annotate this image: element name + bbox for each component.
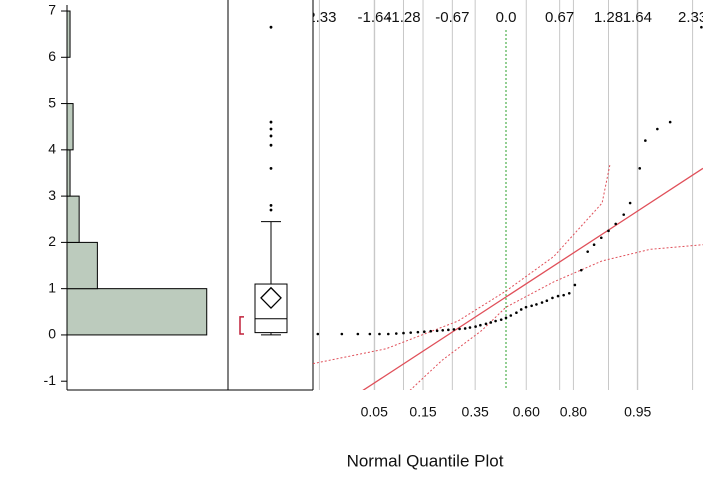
point <box>504 316 508 320</box>
point <box>656 127 659 131</box>
outlier <box>269 127 273 131</box>
point <box>540 301 544 304</box>
y-tick-label: 2 <box>48 233 56 249</box>
outlier <box>269 208 273 212</box>
chart-title: Normal Quantile Plot <box>347 451 504 470</box>
x-tick-label: 0.35 <box>462 404 489 420</box>
top-tick-label: 0.67 <box>545 9 574 26</box>
histogram-bar <box>66 103 74 151</box>
point <box>535 303 538 306</box>
mean-diamond <box>260 286 282 310</box>
point <box>509 314 513 317</box>
confidence-band <box>409 244 703 390</box>
y-tick-label: 3 <box>48 187 56 203</box>
point <box>567 291 571 295</box>
point <box>447 328 450 332</box>
point <box>429 329 433 333</box>
point <box>579 268 583 272</box>
outlier <box>269 166 273 170</box>
point <box>441 329 445 332</box>
histogram-bar <box>66 288 208 336</box>
outlier <box>269 25 273 29</box>
point <box>586 250 589 253</box>
point <box>524 305 528 309</box>
y-tick-label: 5 <box>48 94 56 110</box>
x-tick-label: 0.95 <box>624 404 651 420</box>
point <box>614 222 618 226</box>
top-tick-label: -1.28 <box>386 9 420 26</box>
point <box>468 326 472 329</box>
point <box>452 328 456 331</box>
point <box>530 304 533 308</box>
histogram-bar <box>66 195 80 243</box>
point <box>519 308 523 311</box>
point <box>340 332 344 336</box>
point <box>378 332 381 336</box>
outlier <box>269 143 273 147</box>
point <box>592 243 596 246</box>
y-tick-label: 7 <box>48 2 56 18</box>
y-tick-label: -1 <box>44 372 57 388</box>
point <box>700 25 703 29</box>
point <box>545 299 549 302</box>
point <box>551 296 554 300</box>
point <box>463 327 467 330</box>
point <box>607 229 610 233</box>
top-tick-label: 1.64 <box>623 9 652 26</box>
point <box>386 332 390 336</box>
point <box>668 120 672 124</box>
point <box>494 319 497 323</box>
top-tick-label: 1.28 <box>594 9 623 26</box>
top-tick-label: -2.33 <box>302 9 336 26</box>
histogram-bar <box>66 149 71 197</box>
point <box>573 283 577 287</box>
top-tick-label: -1.64 <box>358 9 392 26</box>
point <box>394 332 398 335</box>
outlier <box>269 203 273 207</box>
point <box>474 325 477 328</box>
point <box>622 213 626 216</box>
point <box>458 327 461 331</box>
point <box>368 332 372 336</box>
outlier <box>269 134 273 138</box>
shortest-half <box>239 316 244 335</box>
point <box>402 331 405 335</box>
point <box>484 322 488 326</box>
top-tick-label: -0.67 <box>435 9 469 26</box>
point <box>423 330 426 333</box>
box <box>254 283 288 334</box>
histogram-bar <box>66 241 98 290</box>
point <box>316 332 320 336</box>
x-tick-label: 0.80 <box>560 404 587 420</box>
point <box>409 331 413 334</box>
point <box>416 330 420 334</box>
fit-line <box>362 167 703 390</box>
quantile-panel: -2.33 -1.64-1.28 -0.67 0.0 0.67 1.281.64 2.33 <box>302 0 703 390</box>
top-tick-label: 2.33 <box>678 9 703 26</box>
point <box>644 139 647 142</box>
y-tick-label: 4 <box>48 141 56 157</box>
histogram-bar <box>66 10 71 58</box>
point <box>628 201 632 205</box>
y-tick-label: 6 <box>48 48 56 64</box>
point <box>562 293 565 297</box>
point <box>556 294 560 298</box>
point <box>489 321 493 324</box>
point <box>599 236 603 240</box>
point <box>515 311 518 315</box>
x-tick-label: 0.05 <box>361 404 388 420</box>
top-tick-label: 0.0 <box>496 9 517 26</box>
point <box>638 167 642 170</box>
y-tick-label: 1 <box>48 279 56 295</box>
confidence-band <box>313 163 611 365</box>
point <box>435 329 439 333</box>
point <box>499 318 503 321</box>
point <box>479 323 482 327</box>
x-tick-label: 0.60 <box>513 404 540 420</box>
x-tick-label: 0.15 <box>409 404 436 420</box>
point <box>356 332 360 336</box>
y-tick-label: 0 <box>48 326 56 342</box>
outlier <box>269 120 273 124</box>
